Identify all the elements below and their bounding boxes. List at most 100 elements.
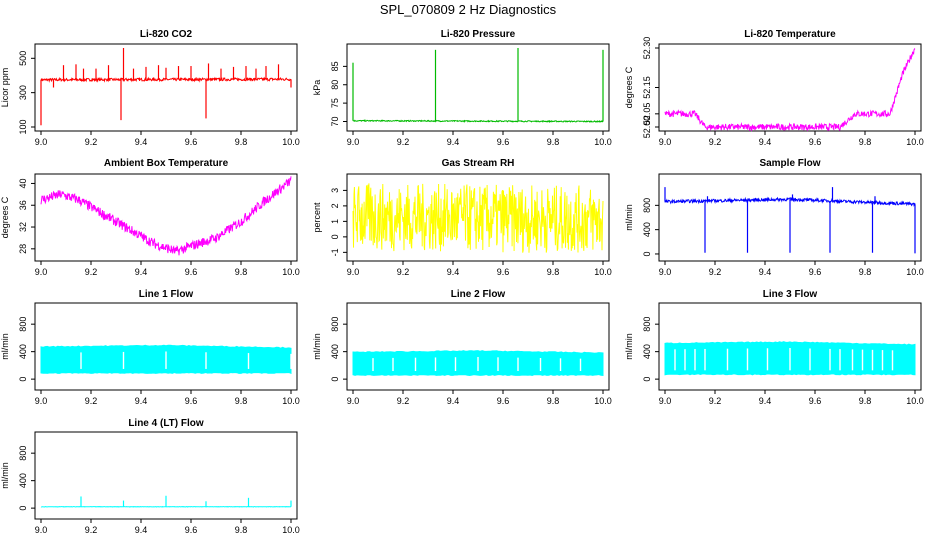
y-tick-label: 40 [18,178,28,188]
x-tick-label: 9.0 [347,137,360,147]
x-tick-label: 9.4 [135,267,148,277]
x-tick-label: 10.0 [594,267,612,277]
x-tick-label: 9.6 [185,396,198,406]
x-tick-label: 9.4 [759,267,772,277]
x-tick-label: 9.2 [85,267,98,277]
plot-panel: Gas Stream RH percent -1 0 1 2 3 9.0 9.2 9.4 9.6 9.… [312,158,612,277]
x-tick-label: 9.8 [235,396,248,406]
x-tick-label: 9.8 [859,267,872,277]
x-tick-label: 9.2 [397,396,410,406]
plot-title: Sample Flow [759,158,820,169]
plot-frame [346,173,610,262]
x-tick-label: 9.4 [135,396,148,406]
x-tick-label: 9.4 [135,525,148,535]
x-tick-label: 9.0 [347,396,360,406]
y-tick-label: 800 [642,317,652,332]
plot-frame [658,173,922,262]
plot-panel: Sample Flow ml/min 0 400 800 9.0 9.2 9.4 9.6 9.8 1… [624,158,924,277]
plot-title: Li-820 Temperature [744,29,836,40]
y-tick-label: 0 [642,377,652,382]
y-tick-label: -1 [330,248,340,256]
y-tick-label: 28 [18,244,28,254]
y-tick-label: 0 [330,377,340,382]
y-tick-label: 800 [18,317,28,332]
x-tick-label: 9.0 [347,267,360,277]
y-tick-label: 52.15 [642,76,652,99]
x-tick-label: 9.2 [85,525,98,535]
plot-title: Line 3 Flow [763,289,818,300]
y-tick-label: 36 [18,200,28,210]
series-line [664,196,916,207]
x-tick-label: 9.8 [859,396,872,406]
y-tick-label: 52.30 [642,37,652,60]
y-tick-label: 80 [330,80,340,90]
x-tick-label: 9.4 [447,267,460,277]
x-tick-label: 9.4 [759,137,772,147]
series-line [352,119,604,124]
plot-panel: Line 2 Flow ml/min 0 400 800 9.0 9.2 9.4 9.6 9.8 1… [312,289,612,406]
x-tick-label: 9.4 [759,396,772,406]
x-tick-label: 10.0 [282,137,300,147]
plot-panel: Line 4 (LT) Flow ml/min 0 400 800 9.0 9.2 9.4 9.… [0,418,300,535]
x-tick-label: 9.8 [235,267,248,277]
y-tick-label: 400 [330,344,340,359]
x-tick-label: 9.2 [397,267,410,277]
x-tick-label: 9.2 [709,396,722,406]
y-tick-label: 2 [330,203,340,208]
x-tick-label: 9.8 [235,137,248,147]
plot-panel: Li-820 Pressure kPa 70 75 80 85 9.0 9.2 9.4 9.6 9.… [312,29,612,147]
plot-title: Line 2 Flow [451,289,506,300]
y-tick-label: 100 [18,119,28,134]
plot-frame [658,302,922,391]
y-tick-label: 0 [642,251,652,256]
plot-panel: Line 1 Flow ml/min 0 400 800 9.0 9.2 9.4 9.6 9.8 1… [0,289,300,406]
page-title: SPL_070809 2 Hz Diagnostics [379,2,557,17]
plot-title: Li-820 Pressure [441,29,516,40]
y-axis-label: kPa [312,80,322,96]
x-tick-label: 9.0 [35,267,48,277]
x-tick-label: 9.8 [547,137,560,147]
plot-frame [34,43,298,132]
series-line [352,183,604,253]
y-tick-label: 75 [330,98,340,108]
plot-title: Gas Stream RH [442,158,515,169]
y-tick-label: 1 [330,219,340,224]
x-tick-label: 10.0 [906,396,924,406]
x-tick-label: 9.6 [497,396,510,406]
y-axis-label: Licor ppm [0,68,10,108]
y-tick-label: 0 [18,377,28,382]
x-tick-label: 9.0 [659,267,672,277]
y-axis-label: ml/min [624,333,634,360]
y-axis-label: percent [312,202,322,233]
x-tick-label: 9.0 [659,396,672,406]
y-tick-label: 52.00 [642,116,652,139]
y-tick-label: 70 [330,116,340,126]
y-tick-label: 400 [18,344,28,359]
x-tick-label: 9.4 [447,137,460,147]
x-tick-label: 9.2 [85,396,98,406]
x-tick-label: 9.4 [447,396,460,406]
x-tick-label: 9.6 [185,525,198,535]
x-tick-label: 9.0 [35,525,48,535]
x-tick-label: 10.0 [594,396,612,406]
x-tick-label: 9.6 [809,137,822,147]
plot-frame [34,173,298,262]
y-tick-label: 85 [330,61,340,71]
x-tick-label: 9.6 [497,137,510,147]
x-tick-label: 10.0 [282,396,300,406]
x-tick-label: 9.0 [35,137,48,147]
y-tick-label: 52.05 [642,103,652,126]
y-axis-label: ml/min [312,333,322,360]
y-tick-label: 3 [330,188,340,193]
y-axis-label: degrees C [0,196,10,238]
x-tick-label: 9.0 [659,137,672,147]
y-tick-label: 0 [18,506,28,511]
x-tick-label: 9.8 [235,525,248,535]
x-tick-label: 9.2 [397,137,410,147]
y-axis-label: ml/min [0,333,10,360]
series-line [40,176,292,256]
x-tick-label: 10.0 [282,267,300,277]
y-tick-label: 400 [642,222,652,237]
series-line [664,48,916,132]
plot-title: Line 4 (LT) Flow [128,418,204,429]
